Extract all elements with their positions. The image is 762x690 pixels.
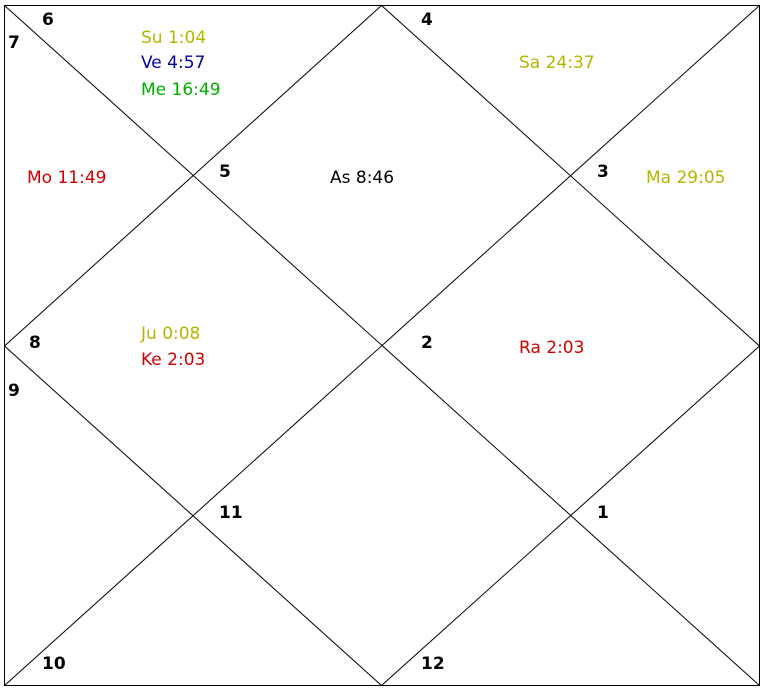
house-number-3: 3	[597, 162, 609, 182]
planet-ketu: Ke 2:03	[141, 350, 205, 370]
house-number-2: 2	[421, 333, 433, 353]
planet-mars: Ma 29:05	[646, 168, 725, 188]
diamond-line	[4, 5, 382, 347]
planet-jupiter: Ju 0:08	[140, 324, 200, 344]
diamond-line	[381, 345, 760, 686]
house-number-7: 7	[8, 33, 20, 53]
house-number-4: 4	[421, 10, 433, 30]
house-number-8: 8	[29, 333, 41, 353]
house-number-9: 9	[8, 381, 20, 401]
planet-sun: Su 1:04	[141, 28, 206, 48]
planet-mercury: Me 16:49	[141, 80, 221, 100]
planet-venus: Ve 4:57	[141, 53, 205, 73]
house-number-5: 5	[219, 162, 231, 182]
house-number-6: 6	[42, 10, 54, 30]
planet-moon: Mo 11:49	[27, 168, 106, 188]
diamond-line	[4, 345, 382, 686]
planet-rahu: Ra 2:03	[519, 338, 584, 358]
diagonal-line	[4, 5, 760, 686]
house-number-12: 12	[421, 654, 445, 674]
diamond-line	[381, 5, 760, 347]
planet-saturn: Sa 24:37	[519, 53, 595, 73]
ascendant: As 8:46	[330, 168, 394, 188]
house-number-1: 1	[597, 503, 609, 523]
house-number-11: 11	[219, 503, 243, 523]
house-number-10: 10	[42, 654, 66, 674]
